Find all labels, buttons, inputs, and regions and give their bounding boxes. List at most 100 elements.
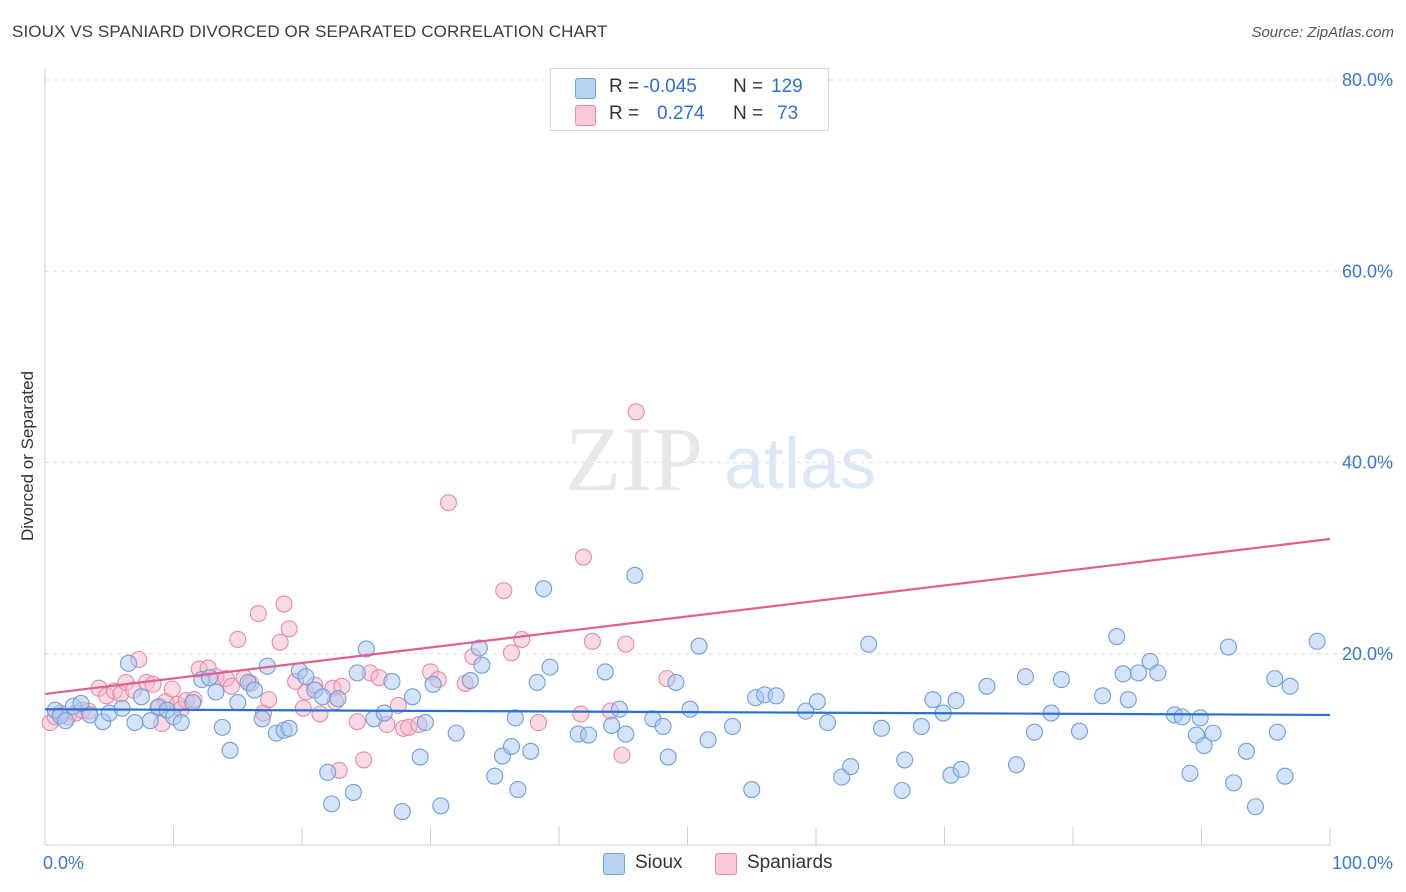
- spaniards-point-48: [355, 751, 373, 769]
- spaniards-trend-line: [44, 537, 1331, 696]
- sioux-legend-label: Sioux: [635, 852, 683, 873]
- spaniards-point-70: [617, 635, 635, 653]
- sioux-point-69: [626, 566, 644, 584]
- sioux-point-103: [1070, 722, 1088, 740]
- sioux-point-54: [486, 767, 504, 785]
- spaniards-point-29: [229, 630, 247, 648]
- sioux-point-84: [819, 714, 837, 732]
- spaniards-point-67: [583, 632, 601, 650]
- sioux-point-123: [1268, 723, 1286, 741]
- sioux-point-106: [1114, 665, 1132, 683]
- sioux-point-83: [808, 693, 826, 711]
- sioux-point-20: [207, 683, 225, 701]
- sioux-point-105: [1108, 627, 1126, 646]
- spaniards-point-34: [260, 691, 278, 709]
- sioux-points: [46, 566, 1326, 821]
- y-tick-label-80: 80.0%: [1342, 70, 1393, 90]
- sioux-point-49: [432, 797, 450, 815]
- sioux-point-88: [872, 719, 891, 737]
- spaniards-point-52: [389, 696, 407, 714]
- trend-lines: [44, 537, 1331, 717]
- sioux-point-76: [699, 731, 717, 749]
- sioux-point-19: [200, 669, 219, 687]
- y-tick-label-60: 60.0%: [1342, 261, 1393, 281]
- sioux-point-23: [229, 693, 247, 712]
- spaniards-point-71: [627, 403, 645, 421]
- watermark-zip: ZIP: [565, 408, 703, 510]
- sioux-point-118: [1219, 638, 1238, 656]
- spaniards-legend-swatch: [715, 853, 737, 875]
- sioux-point-104: [1094, 687, 1112, 705]
- spaniards-point-39: [294, 699, 312, 717]
- tick-labels: 20.0% 40.0% 60.0% 80.0% 0.0% 100.0%: [43, 70, 1393, 873]
- sioux-point-119: [1225, 774, 1243, 792]
- spaniards-point-36: [275, 595, 293, 613]
- sioux-point-92: [924, 691, 942, 709]
- chart-title: SIOUX VS SPANIARD DIVORCED OR SEPARATED …: [12, 22, 608, 41]
- sioux-point-75: [690, 637, 708, 655]
- sioux-point-87: [860, 635, 878, 653]
- sioux-point-8: [113, 699, 131, 717]
- legend-r-value: -0.045: [643, 76, 697, 97]
- sioux-point-34: [314, 688, 332, 706]
- sioux-point-2: [57, 712, 75, 730]
- sioux-point-9: [119, 654, 138, 672]
- sioux-point-59: [522, 742, 540, 760]
- sioux-point-46: [411, 748, 429, 766]
- sioux-point-50: [447, 724, 465, 742]
- sioux-point-95: [947, 692, 965, 710]
- spaniards-point-63: [513, 630, 531, 648]
- sioux-point-113: [1181, 764, 1199, 782]
- sioux-point-47: [416, 714, 434, 732]
- sioux-point-120: [1237, 742, 1256, 760]
- spaniards-point-19: [163, 680, 181, 698]
- sioux-point-66: [603, 716, 621, 735]
- sioux-point-110: [1149, 664, 1167, 682]
- spaniards-legend-label: Spaniards: [747, 852, 833, 873]
- sioux-point-86: [842, 758, 860, 776]
- sioux-point-74: [681, 700, 699, 718]
- sioux-point-115: [1191, 709, 1209, 727]
- sioux-point-68: [617, 725, 635, 743]
- sioux-point-37: [329, 690, 347, 708]
- sioux-point-121: [1246, 798, 1265, 816]
- sioux-point-35: [319, 763, 337, 781]
- spaniards-point-47: [348, 713, 366, 731]
- sioux-point-124: [1276, 767, 1294, 785]
- spaniards-point-42: [311, 705, 329, 723]
- spaniards-point-37: [280, 620, 298, 638]
- sioux-point-91: [912, 717, 930, 735]
- sioux-point-16: [172, 714, 190, 732]
- sioux-point-52: [470, 639, 488, 657]
- sioux-point-10: [126, 714, 144, 732]
- sioux-point-82: [797, 702, 815, 720]
- sioux-point-51: [461, 671, 479, 690]
- x-tick-label-max: 100.0%: [1332, 853, 1393, 873]
- watermark: ZIP atlas: [565, 408, 876, 510]
- sioux-point-71: [654, 717, 672, 735]
- sioux-point-39: [348, 664, 366, 682]
- sioux-point-53: [473, 656, 491, 674]
- sioux-point-30: [280, 719, 298, 737]
- sioux-trend-line: [44, 708, 1331, 717]
- sioux-point-57: [506, 709, 524, 727]
- spaniards-point-62: [502, 644, 521, 662]
- sioux-point-4: [72, 694, 90, 713]
- sioux-point-42: [375, 704, 393, 722]
- spaniards-point-58: [439, 494, 458, 512]
- sioux-point-90: [896, 751, 914, 769]
- sioux-point-58: [509, 780, 527, 799]
- sioux-point-43: [383, 672, 401, 691]
- spaniards-point-69: [613, 746, 631, 764]
- legend-n-value: 129: [771, 76, 803, 97]
- stats-legend: R = -0.045 N = 129 R = 0.274 N = 73: [550, 68, 829, 131]
- sioux-point-45: [403, 688, 422, 706]
- spaniards-point-32: [249, 605, 267, 623]
- sioux-point-81: [767, 687, 785, 705]
- watermark-atlas: atlas: [724, 424, 876, 504]
- sioux-point-108: [1129, 664, 1148, 682]
- legend-r-label: R =: [609, 76, 640, 97]
- legend-n-label: N =: [733, 76, 764, 97]
- sioux-point-61: [535, 580, 553, 598]
